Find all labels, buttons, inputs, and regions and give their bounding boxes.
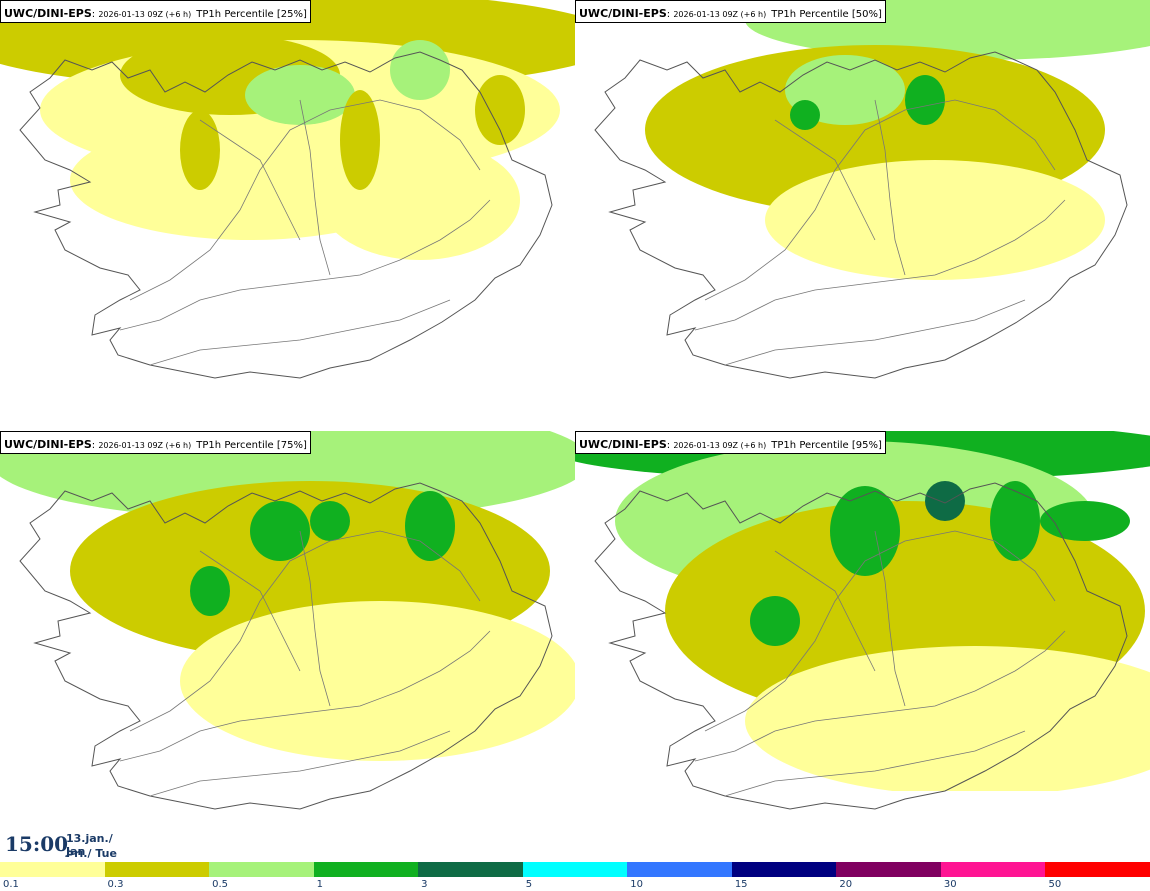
precip-area [830, 486, 900, 576]
region-boundary [694, 630, 1066, 762]
region-boundary [119, 199, 491, 331]
panel-title: UWC/DINI-EPS: 2026-01-13 09Z (+6 h) TP1h… [575, 0, 886, 23]
region-boundary [129, 99, 481, 301]
region-boundary [774, 550, 876, 672]
precip-area [390, 40, 450, 100]
precip-map [594, 0, 1150, 379]
run-time: 2026-01-13 09Z (+6 h) [673, 441, 767, 450]
region-boundary [704, 99, 1056, 301]
legend-tick-label: 0.3 [107, 879, 124, 890]
legend-swatch [731, 862, 837, 877]
model-name: UWC/DINI-EPS [4, 7, 92, 20]
legend-swatch [940, 862, 1046, 877]
legend-tick-label: 5 [525, 879, 533, 890]
precip-area [750, 596, 800, 646]
precip-area [310, 501, 350, 541]
model-name: UWC/DINI-EPS [579, 7, 667, 20]
precip-field [0, 0, 575, 260]
precip-area [190, 566, 230, 616]
region-boundary [724, 730, 1026, 797]
precip-field [575, 431, 1150, 862]
map-panel-p25: UWC/DINI-EPS: 2026-01-13 09Z (+6 h) TP1h… [0, 0, 575, 431]
region-boundary [199, 119, 301, 241]
region-boundary [774, 119, 876, 241]
model-name: UWC/DINI-EPS [4, 438, 92, 451]
region-boundary [299, 99, 331, 276]
legend-swatch [627, 862, 733, 877]
precip-area [990, 481, 1040, 561]
panel-title: UWC/DINI-EPS: 2026-01-13 09Z (+6 h) TP1h… [0, 0, 311, 23]
precip-area [340, 90, 380, 190]
panel-title: UWC/DINI-EPS: 2026-01-13 09Z (+6 h) TP1h… [0, 431, 311, 454]
coastline [594, 482, 1128, 810]
precip-field [0, 431, 575, 761]
legend-tick-label: 50 [1048, 879, 1062, 890]
run-time: 2026-01-13 09Z (+6 h) [673, 10, 767, 19]
region-boundary [119, 630, 491, 762]
precip-area [245, 65, 355, 125]
precip-area [925, 481, 965, 521]
parameter-label: TP1h Percentile [95%] [771, 440, 882, 451]
precip-area [1040, 501, 1130, 541]
legend-swatch [522, 862, 628, 877]
legend-swatch [313, 862, 419, 877]
valid-weekday: Þri./ Tue [66, 847, 117, 860]
legend-tick-label: 15 [734, 879, 748, 890]
precip-area [745, 646, 1150, 791]
region-boundary [874, 530, 906, 707]
map-panel-p95: UWC/DINI-EPS: 2026-01-13 09Z (+6 h) TP1h… [575, 431, 1150, 862]
run-time: 2026-01-13 09Z (+6 h) [98, 10, 192, 19]
region-boundary [299, 530, 331, 707]
color-legend: 0.1 0.3 0.5 1 3 5 10 15 20 30 50 [0, 862, 1150, 891]
valid-time-clock: 15:00 [5, 832, 69, 856]
valid-date: 13.jan./ Jan [66, 832, 113, 858]
precip-area [475, 75, 525, 145]
precip-area [405, 491, 455, 561]
precip-field [645, 0, 1150, 280]
map-panel-p50: UWC/DINI-EPS: 2026-01-13 09Z (+6 h) TP1h… [575, 0, 1150, 431]
coastline [19, 482, 553, 810]
legend-swatch [0, 862, 106, 877]
legend-tick-label: 20 [839, 879, 853, 890]
parameter-label: TP1h Percentile [50%] [771, 9, 882, 20]
region-boundary [694, 199, 1066, 331]
panel-title: UWC/DINI-EPS: 2026-01-13 09Z (+6 h) TP1h… [575, 431, 886, 454]
region-boundary [199, 550, 301, 672]
legend-swatch [1045, 862, 1150, 877]
legend-swatch [209, 862, 315, 877]
precip-area [790, 100, 820, 130]
model-name: UWC/DINI-EPS [579, 438, 667, 451]
legend-swatch [836, 862, 942, 877]
run-time: 2026-01-13 09Z (+6 h) [98, 441, 192, 450]
legend-tick-label: 3 [421, 879, 428, 890]
coastline [594, 51, 1128, 379]
legend-tick-label: 10 [630, 879, 643, 890]
region-boundary [149, 299, 451, 366]
parameter-label: TP1h Percentile [25%] [196, 9, 307, 20]
precip-area [975, 821, 1135, 862]
precip-area [905, 75, 945, 125]
region-boundary [704, 530, 1056, 732]
precip-area [765, 160, 1105, 280]
precip-area [180, 110, 220, 190]
region-boundary [874, 99, 906, 276]
legend-swatch [418, 862, 524, 877]
map-panel-p75: UWC/DINI-EPS: 2026-01-13 09Z (+6 h) TP1h… [0, 431, 575, 862]
legend-tick-label: 1 [316, 879, 323, 890]
legend-tick-label: 0.5 [212, 879, 228, 890]
precip-map [0, 431, 575, 810]
precip-map [575, 431, 1150, 862]
precip-area [180, 601, 575, 761]
legend-swatch [104, 862, 210, 877]
legend-tick-label: 0.1 [3, 879, 19, 890]
legend-tick-label: 30 [943, 879, 957, 890]
valid-time-box: 15:00 13.jan./ Jan Þri./ Tue [0, 826, 135, 862]
parameter-label: TP1h Percentile [75%] [196, 440, 307, 451]
region-boundary [149, 730, 451, 797]
region-boundary [129, 530, 481, 732]
coastline [19, 51, 553, 379]
region-boundary [724, 299, 1026, 366]
precip-map [0, 0, 575, 379]
precip-area [250, 501, 310, 561]
